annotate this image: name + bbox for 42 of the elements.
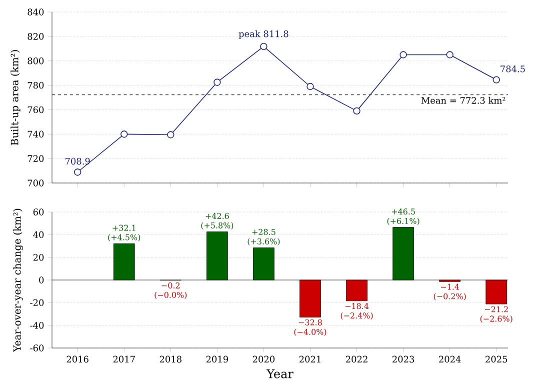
annotation: 708.9	[66, 158, 90, 165]
point	[120, 130, 128, 138]
y-tick-label: 20	[33, 254, 44, 261]
y-tick-label: 780	[28, 82, 44, 89]
y-tick-label: 820	[28, 33, 44, 40]
y-axis-title: Year-over-year change (km²)	[13, 208, 23, 352]
point	[167, 131, 174, 138]
y-tick-label: 840	[28, 8, 44, 16]
point	[306, 82, 314, 90]
point	[400, 51, 407, 58]
y-tick-label: -40	[30, 322, 44, 329]
y-tick-label: -20	[30, 299, 44, 306]
point	[353, 107, 360, 115]
point	[214, 78, 221, 86]
annotation: 784.5	[500, 66, 525, 72]
x-tick-label: 2020	[252, 356, 275, 363]
y-tick-label: 0	[39, 276, 44, 284]
y-tick-label: 740	[28, 130, 44, 138]
y-tick-label: 760	[28, 106, 44, 114]
point	[446, 51, 454, 58]
point	[492, 76, 500, 84]
x-tick-label: 2017	[113, 356, 135, 363]
x-tick-label: 2019	[206, 356, 228, 363]
x-tick-label: 2022	[346, 356, 368, 363]
ref-line-label: Mean = 772.3 km²	[421, 96, 506, 104]
y-tick-label: -60	[30, 344, 44, 352]
x-axis-title: Year	[266, 369, 294, 378]
x-tick-label: 2024	[439, 356, 461, 363]
y-tick-label: 800	[28, 57, 44, 64]
x-tick-label: 2016	[66, 356, 88, 363]
y-tick-label: 700	[28, 180, 44, 186]
x-tick-label: 2021	[299, 356, 320, 363]
x-tick-label: 2023	[392, 356, 414, 363]
x-tick-label: 2018	[160, 356, 182, 363]
y-axis-title: Built-up area (km²)	[10, 50, 20, 146]
y-tick-label: 40	[33, 231, 44, 238]
y-tick-label: 60	[33, 208, 44, 216]
x-tick-label: 2025	[486, 356, 508, 363]
annotation: peak 811.8	[238, 30, 288, 39]
point	[74, 168, 82, 176]
y-tick-label: 720	[28, 155, 44, 162]
point	[260, 42, 268, 50]
